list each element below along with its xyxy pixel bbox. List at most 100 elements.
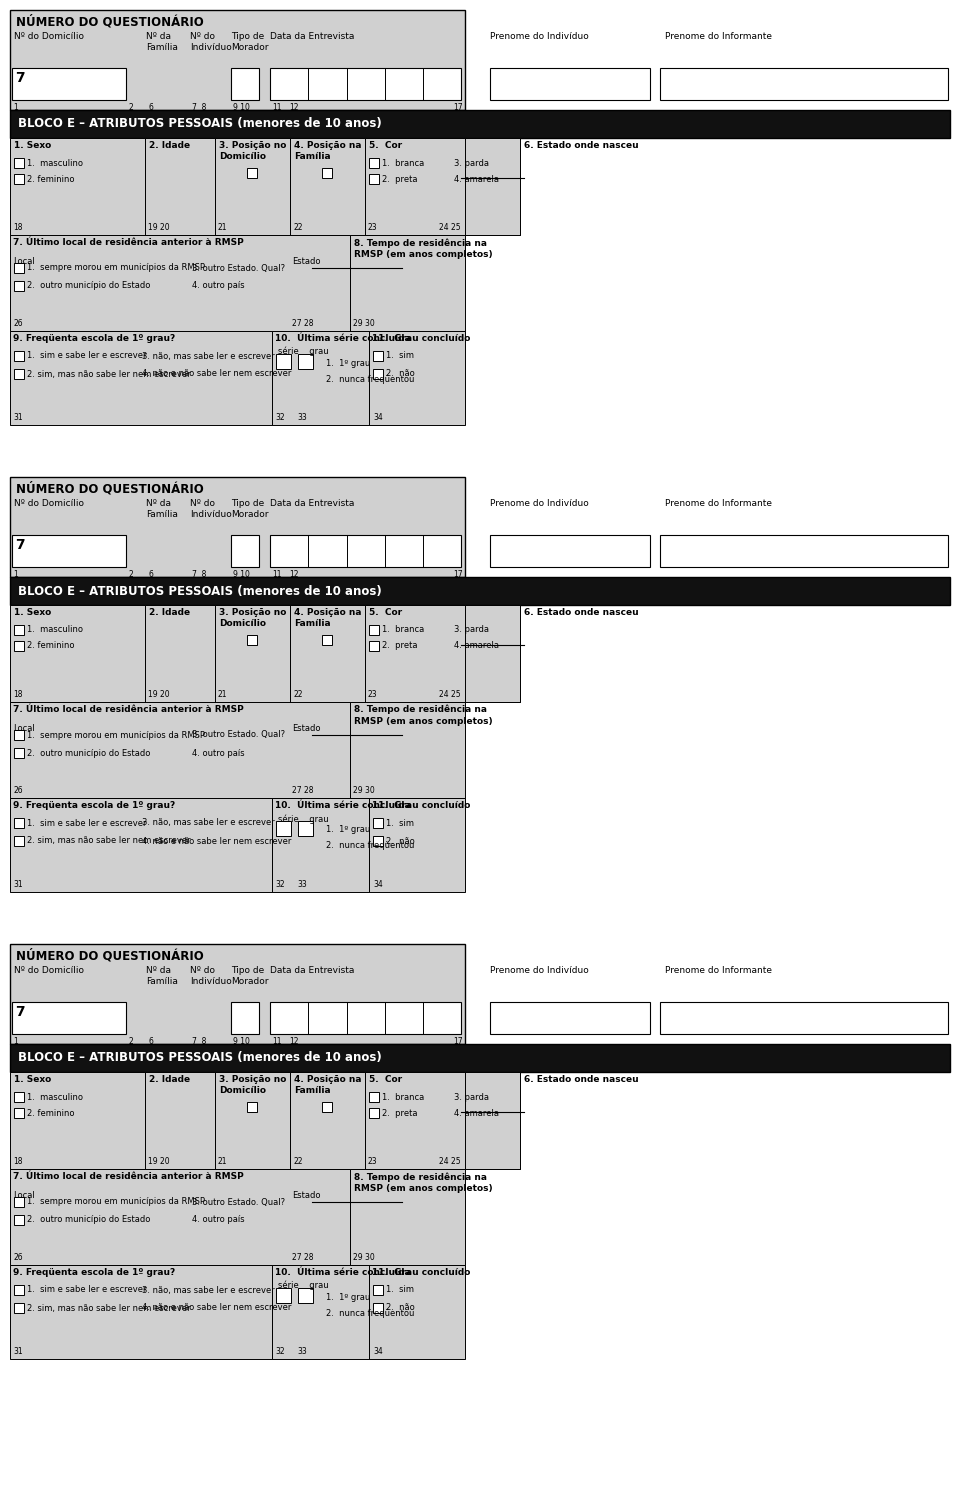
Text: 2.  não: 2. não: [387, 370, 415, 379]
Bar: [10, 701, 350, 798]
Bar: [215, 605, 290, 701]
Text: 7  8: 7 8: [192, 1037, 206, 1046]
Bar: [14, 837, 24, 846]
Text: 9 10: 9 10: [232, 1037, 250, 1046]
Bar: [10, 235, 350, 331]
Text: Estado: Estado: [292, 1190, 321, 1201]
Bar: [490, 68, 650, 100]
Text: 33: 33: [298, 880, 307, 889]
Bar: [10, 331, 272, 425]
Text: 2.  outro município do Estado: 2. outro município do Estado: [27, 281, 151, 290]
Bar: [369, 158, 379, 168]
Text: 18: 18: [13, 1158, 22, 1167]
Text: 11.  Grau concluído: 11. Grau concluído: [372, 1268, 470, 1276]
Text: 3. Posição no
Domicílio: 3. Posição no Domicílio: [219, 608, 286, 629]
Bar: [230, 535, 259, 568]
Text: 6. Estado onde nasceu: 6. Estado onde nasceu: [524, 141, 638, 150]
Text: 29 30: 29 30: [353, 786, 374, 795]
Bar: [14, 626, 24, 635]
Text: 12: 12: [289, 571, 299, 580]
Text: 33: 33: [298, 1346, 307, 1357]
Text: 27 28: 27 28: [292, 786, 314, 795]
Text: 3. outro Estado. Qual?: 3. outro Estado. Qual?: [192, 263, 285, 272]
Text: 34: 34: [373, 880, 383, 889]
Text: Nº do
Indivíduo: Nº do Indivíduo: [190, 499, 231, 519]
Bar: [10, 110, 950, 138]
Text: 21: 21: [218, 1158, 228, 1167]
Text: 3. outro Estado. Qual?: 3. outro Estado. Qual?: [192, 731, 285, 740]
Text: 7. Último local de residência anterior à RMSP: 7. Último local de residência anterior à…: [13, 1172, 244, 1181]
Text: 2.  preta: 2. preta: [382, 642, 418, 651]
Text: 1.  sim: 1. sim: [387, 819, 415, 828]
Text: 6: 6: [149, 103, 154, 111]
Bar: [290, 605, 365, 701]
Bar: [350, 235, 465, 331]
Text: 4. outro país: 4. outro país: [192, 1216, 245, 1224]
Text: 1.  masculino: 1. masculino: [27, 159, 83, 168]
Text: 1.  1º grau: 1. 1º grau: [325, 358, 370, 367]
Bar: [10, 798, 272, 892]
Bar: [12, 1002, 126, 1034]
Text: Prenome do Indivíduo: Prenome do Indivíduo: [490, 499, 588, 508]
Text: 1.  sim e sabe ler e escrever: 1. sim e sabe ler e escrever: [27, 819, 147, 828]
Text: Local: Local: [13, 257, 35, 266]
Text: 24 25: 24 25: [440, 690, 461, 698]
Text: 1: 1: [13, 1037, 17, 1046]
Text: 9. Freqüenta escola de 1º grau?: 9. Freqüenta escola de 1º grau?: [13, 334, 176, 343]
Text: 7: 7: [15, 538, 25, 551]
Bar: [365, 605, 520, 701]
Bar: [14, 369, 24, 379]
Text: 2. feminino: 2. feminino: [27, 642, 75, 651]
Text: 1.  masculino: 1. masculino: [27, 626, 83, 635]
Text: série    grau: série grau: [277, 348, 328, 357]
Bar: [14, 1092, 24, 1103]
Bar: [10, 1045, 950, 1071]
Text: 11: 11: [273, 1037, 282, 1046]
Text: 1.  sim: 1. sim: [387, 1285, 415, 1294]
Bar: [271, 68, 461, 100]
Text: 2: 2: [129, 1037, 133, 1046]
Text: NÚMERO DO QUESTIONÁRIO: NÚMERO DO QUESTIONÁRIO: [16, 481, 204, 495]
Text: 1: 1: [13, 103, 17, 111]
Text: 11.  Grau concluído: 11. Grau concluído: [372, 801, 470, 810]
Text: Nº da
Família: Nº da Família: [147, 966, 179, 987]
Bar: [490, 535, 650, 568]
Bar: [247, 635, 257, 645]
Bar: [145, 138, 215, 235]
Text: 18: 18: [13, 690, 22, 698]
Text: 24 25: 24 25: [440, 1158, 461, 1167]
Text: Prenome do Informante: Prenome do Informante: [665, 499, 772, 508]
Text: Estado: Estado: [292, 257, 321, 266]
Bar: [276, 354, 291, 369]
Text: 9. Freqüenta escola de 1º grau?: 9. Freqüenta escola de 1º grau?: [13, 801, 176, 810]
Text: 21: 21: [218, 223, 228, 232]
Text: 1.  sim: 1. sim: [387, 352, 415, 361]
Text: 4. não e não sabe ler nem escrever: 4. não e não sabe ler nem escrever: [142, 837, 291, 846]
Text: 2. sim, mas não sabe ler nem escrever: 2. sim, mas não sabe ler nem escrever: [27, 837, 191, 846]
Text: 1.  sempre morou em municípios da RMSP: 1. sempre morou em municípios da RMSP: [27, 1198, 205, 1207]
Text: 22: 22: [293, 1158, 302, 1167]
Text: 2.  não: 2. não: [387, 1303, 415, 1312]
Bar: [660, 68, 948, 100]
Text: Nº do Domicílio: Nº do Domicílio: [14, 499, 84, 508]
Text: 3. não, mas sabe ler e escrever: 3. não, mas sabe ler e escrever: [142, 1285, 275, 1294]
Text: 32: 32: [276, 1346, 285, 1357]
Text: Prenome do Informante: Prenome do Informante: [665, 33, 772, 42]
Text: 3. não, mas sabe ler e escrever: 3. não, mas sabe ler e escrever: [142, 819, 275, 828]
Bar: [373, 351, 383, 361]
Text: 32: 32: [276, 413, 285, 422]
Text: 4. Posição na
Família: 4. Posição na Família: [294, 608, 362, 629]
Bar: [370, 798, 465, 892]
Text: 27 28: 27 28: [292, 1253, 314, 1262]
Bar: [465, 605, 520, 701]
Text: 2. Idade: 2. Idade: [149, 1074, 190, 1083]
Bar: [369, 1109, 379, 1117]
Text: 1.  sim e sabe ler e escrever: 1. sim e sabe ler e escrever: [27, 1285, 147, 1294]
Text: 2: 2: [129, 103, 133, 111]
Text: 7: 7: [15, 1005, 25, 1019]
Text: 5.  Cor: 5. Cor: [369, 141, 402, 150]
Bar: [14, 1198, 24, 1207]
Text: Nº da
Família: Nº da Família: [147, 33, 179, 52]
Text: 2.  nunca freqüentou: 2. nunca freqüentou: [325, 374, 414, 383]
Text: 10.  Última série concluída: 10. Última série concluída: [275, 801, 410, 810]
